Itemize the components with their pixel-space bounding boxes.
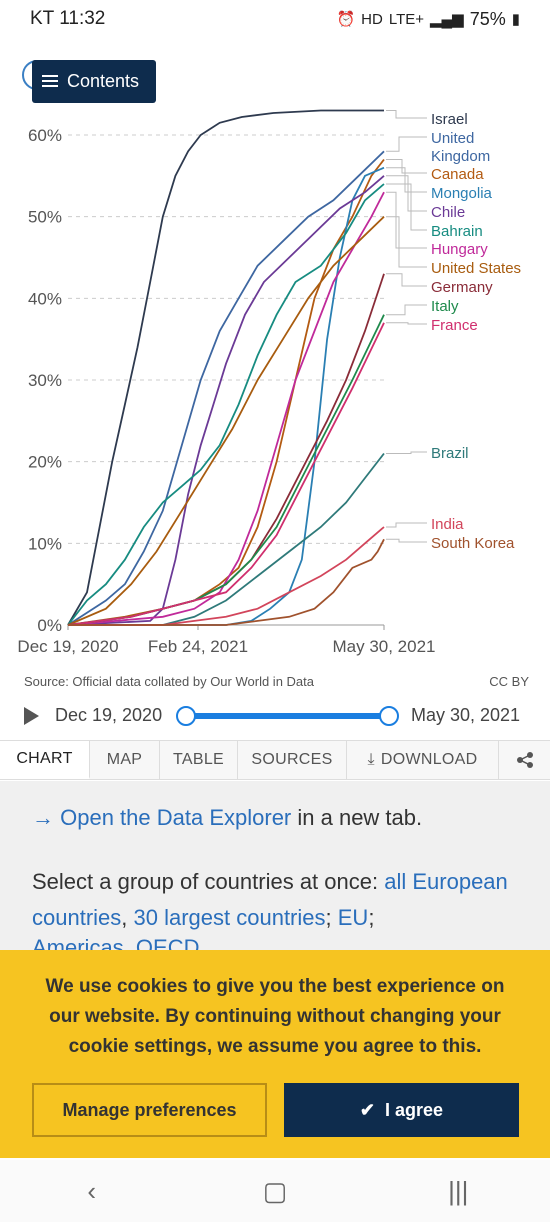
agree-label: I agree	[385, 1100, 443, 1121]
tab-table[interactable]: TABLE	[160, 741, 238, 779]
lte-icon: LTE+	[389, 11, 424, 28]
tab-map[interactable]: MAP	[90, 741, 160, 779]
select-group-paragraph: Select a group of countries at once: all…	[32, 864, 522, 936]
check-icon: ✔	[360, 1100, 375, 1121]
recents-icon: |||	[448, 1176, 468, 1207]
series-label: France	[431, 317, 478, 334]
manage-preferences-button[interactable]: Manage preferences	[32, 1083, 267, 1137]
play-icon[interactable]	[24, 707, 39, 725]
y-tick-label: 20%	[28, 453, 62, 472]
battery-icon: ▮	[512, 10, 520, 28]
recents-button[interactable]: |||	[428, 1176, 488, 1207]
series-label: United States	[431, 260, 521, 277]
data-explorer-rest: in a new tab.	[291, 805, 422, 830]
series-label: India	[431, 516, 464, 533]
label-leader-line	[386, 111, 427, 119]
timeline-track[interactable]	[185, 713, 388, 719]
tab-download[interactable]: ⤓ DOWNLOAD	[347, 741, 499, 779]
cookie-banner: We use cookies to give you the best expe…	[0, 950, 550, 1158]
series-line-mongolia[interactable]	[68, 168, 384, 625]
y-tick-label: 60%	[28, 126, 62, 145]
eu-link[interactable]: EU	[338, 905, 369, 930]
label-leader-line	[386, 539, 427, 542]
series-label: Canada	[431, 166, 484, 183]
label-leader-line	[386, 323, 427, 324]
label-leader-line	[386, 305, 427, 315]
tab-download-label: DOWNLOAD	[381, 751, 478, 769]
y-tick-label: 0%	[37, 616, 62, 635]
label-leader-line	[386, 192, 427, 248]
label-leader-line	[386, 452, 427, 454]
timeline: Dec 19, 2020 May 30, 2021	[22, 700, 532, 732]
label-leader-line	[386, 523, 427, 527]
label-leader-line	[386, 168, 427, 192]
data-explorer-line: → Open the Data Explorer in a new tab.	[32, 805, 422, 831]
series-line-hungary[interactable]	[68, 192, 384, 625]
signal-icon: ▂▄▆	[430, 10, 464, 28]
home-icon: ▢	[263, 1176, 288, 1207]
status-bar: KT 11:32 ⏰ HD LTE+ ▂▄▆ 75% ▮	[0, 0, 550, 38]
series-line-bahrain[interactable]	[68, 184, 384, 625]
tab-chart[interactable]: CHART	[0, 741, 90, 779]
label-leader-line	[386, 274, 427, 286]
android-nav-bar: ‹ ▢ |||	[0, 1160, 550, 1222]
hd-icon: HD	[361, 11, 383, 28]
series-label: Israel	[431, 111, 468, 128]
series-label: Kingdom	[431, 148, 490, 165]
back-button[interactable]: ‹	[62, 1176, 122, 1207]
select-group-prefix: Select a group of countries at once:	[32, 869, 384, 894]
cookie-message: We use cookies to give you the best expe…	[30, 972, 520, 1062]
timeline-end-handle[interactable]	[379, 706, 399, 726]
x-tick-label: Dec 19, 2020	[17, 637, 118, 656]
y-tick-label: 30%	[28, 371, 62, 390]
series-line-india[interactable]	[68, 527, 384, 625]
x-tick-label: Feb 24, 2021	[148, 637, 248, 656]
series-line-united-kingdom[interactable]	[68, 151, 384, 625]
series-label: Hungary	[431, 241, 488, 258]
timeline-start-handle[interactable]	[176, 706, 196, 726]
contents-button[interactable]: Contents	[32, 60, 156, 103]
label-leader-line	[386, 217, 427, 267]
chart-tabs: CHART MAP TABLE SOURCES ⤓ DOWNLOAD	[0, 740, 550, 780]
vaccination-line-chart: 0% 10% 20% 30% 40% 50% 60% Dec 19, 2020 Feb 24, …	[0, 100, 550, 670]
battery-level: 75%	[470, 9, 506, 30]
all-link[interactable]: all	[384, 869, 406, 894]
menu-icon	[42, 75, 58, 88]
series-label: Chile	[431, 204, 465, 221]
series-label: United	[431, 130, 474, 147]
series-label: Italy	[431, 298, 459, 315]
series-line-israel[interactable]	[68, 111, 384, 626]
source-text: Source: Official data collated by Our Wo…	[24, 674, 314, 689]
label-leader-line	[386, 137, 427, 151]
x-tick-label: May 30, 2021	[332, 637, 435, 656]
timeline-start-date: Dec 19, 2020	[55, 705, 162, 726]
series-label: Brazil	[431, 445, 469, 462]
agree-button[interactable]: ✔ I agree	[284, 1083, 519, 1137]
share-button[interactable]	[499, 741, 550, 779]
series-label: Germany	[431, 279, 493, 296]
contents-label: Contents	[67, 71, 139, 92]
largest-countries-link[interactable]: 30 largest countries	[134, 905, 326, 930]
label-leader-line	[386, 176, 427, 211]
arrow-icon: →	[32, 805, 60, 830]
series-label: Mongolia	[431, 185, 493, 202]
series-line-canada[interactable]	[68, 160, 384, 626]
y-tick-label: 50%	[28, 208, 62, 227]
back-icon: ‹	[87, 1176, 96, 1207]
y-tick-label: 40%	[28, 289, 62, 308]
license-link[interactable]: CC BY	[489, 674, 529, 689]
label-leader-line	[386, 160, 427, 174]
alarm-icon: ⏰	[336, 10, 355, 28]
y-tick-label: 10%	[28, 534, 62, 553]
tab-sources[interactable]: SOURCES	[238, 741, 347, 779]
download-icon: ⤓	[367, 751, 374, 769]
label-leader-line	[386, 184, 427, 230]
clock: KT 11:32	[30, 8, 105, 30]
data-explorer-link[interactable]: Open the Data Explorer	[60, 805, 291, 830]
share-icon	[516, 751, 534, 769]
series-label: Bahrain	[431, 223, 483, 240]
timeline-end-date: May 30, 2021	[411, 705, 520, 726]
home-button[interactable]: ▢	[245, 1176, 305, 1207]
series-label: South Korea	[431, 535, 515, 552]
